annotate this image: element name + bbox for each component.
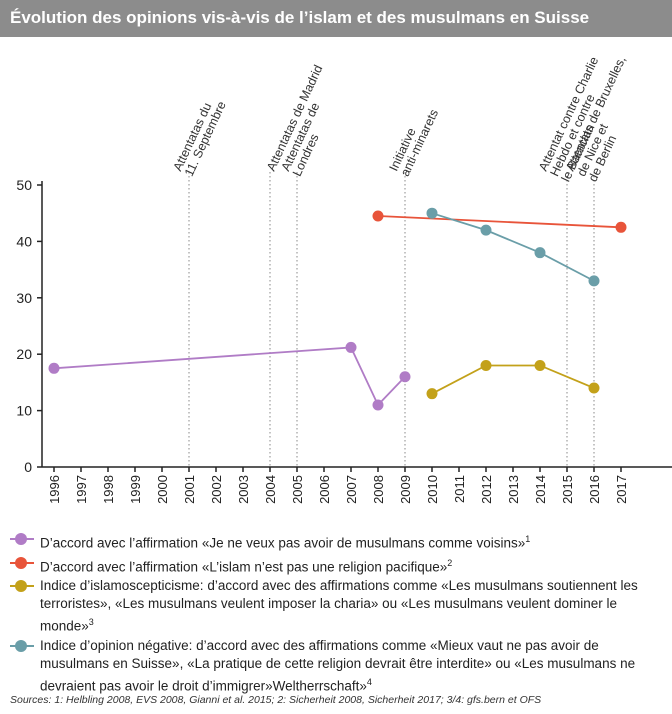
- y-tick-label: 40: [16, 233, 32, 249]
- x-tick-label: 1996: [47, 475, 62, 504]
- series-line-red: [377, 215, 622, 229]
- y-tick-label: 10: [16, 403, 32, 419]
- x-tick-label: 2016: [587, 475, 602, 504]
- legend-note: 3: [88, 617, 94, 627]
- legend-note: 1: [525, 534, 531, 544]
- data-point-purple: [399, 371, 411, 383]
- legend-item-voisins: D’accord avec l’affirmation «Je ne veux …: [10, 530, 665, 553]
- legend-dot-marker: [15, 533, 27, 545]
- series-line-teal: [431, 212, 595, 282]
- legend-item-islamoscepticisme: Indice d’islamoscepticisme: d’accord ave…: [10, 577, 665, 636]
- legend-text: D’accord avec l’affirmation «Je ne veux …: [40, 535, 526, 551]
- legend-dot-marker: [15, 580, 27, 592]
- data-point-purple: [48, 362, 60, 374]
- y-tick-label: 20: [16, 346, 32, 362]
- x-tick-label: 2003: [236, 475, 251, 504]
- x-tick-label: 2001: [182, 475, 197, 504]
- x-tick-label: 2017: [614, 475, 629, 504]
- y-tick-label: 30: [16, 290, 32, 306]
- event-label: Attentatas du11. Septembre: [171, 94, 229, 179]
- x-tick-label: 2014: [533, 475, 548, 504]
- data-point-red: [615, 221, 627, 233]
- legend-text: Indice d’opinion négative: d’accord avec…: [40, 637, 636, 694]
- x-tick-label: 2013: [506, 475, 521, 504]
- series-line-purple: [53, 346, 406, 407]
- sources-note: Sources: 1: Helbling 2008, EVS 2008, Gia…: [10, 694, 542, 706]
- data-point-olive: [588, 382, 600, 394]
- data-point-teal: [534, 247, 546, 259]
- legend-dot-marker: [15, 556, 27, 569]
- x-tick-label: 2010: [425, 475, 440, 504]
- data-point-teal: [426, 207, 438, 219]
- series-line-olive: [431, 364, 595, 395]
- x-tick-label: 2009: [398, 475, 413, 504]
- x-tick-label: 2005: [290, 475, 305, 504]
- data-point-olive: [426, 388, 438, 400]
- data-point-red: [372, 210, 384, 222]
- x-tick-label: 1999: [128, 475, 143, 504]
- y-tick-label: 0: [24, 459, 32, 475]
- title-bar: Évolution des opinions vis-à-vis de l’is…: [0, 0, 672, 37]
- event-label: Initiativeanti-minarets: [387, 102, 442, 179]
- legend-item-opinion-negative: Indice d’opinion négative: d’accord avec…: [10, 637, 665, 696]
- legend-dot-marker: [15, 639, 27, 652]
- x-tick-label: 2012: [479, 475, 494, 504]
- legend: D’accord avec l’affirmation «Je ne veux …: [10, 530, 665, 696]
- x-tick-label: 2011: [452, 475, 467, 503]
- x-tick-label: 2007: [344, 475, 359, 504]
- x-tick-label: 2015: [560, 475, 575, 504]
- legend-item-religion: D’accord avec l’affirmation «L’islam n’e…: [10, 554, 665, 577]
- legend-text: D’accord avec l’affirmation «L’islam n’e…: [40, 559, 448, 574]
- x-tick-label: 1998: [101, 475, 116, 504]
- legend-note: 2: [447, 557, 453, 568]
- x-tick-label: 2004: [263, 475, 278, 504]
- x-tick-label: 2008: [371, 475, 386, 504]
- legend-note: 4: [366, 676, 372, 687]
- data-point-olive: [534, 359, 546, 371]
- x-tick-label: 2006: [317, 475, 332, 504]
- data-point-teal: [588, 275, 600, 287]
- line-chart: 0 10 20 30 40 50 1996 1997 1998 1999 2000 2001 2002 2…: [16, 54, 672, 504]
- y-tick-label: 50: [16, 177, 32, 193]
- data-point-teal: [480, 224, 492, 236]
- chart-title: Évolution des opinions vis-à-vis de l’is…: [10, 8, 590, 27]
- data-point-purple: [372, 399, 384, 411]
- x-tick-label: 2002: [209, 475, 224, 504]
- data-point-purple: [345, 341, 357, 353]
- data-point-olive: [480, 359, 492, 371]
- x-tick-label: 1997: [74, 475, 89, 504]
- legend-text: Indice d’islamoscepticisme: d’accord ave…: [40, 578, 638, 634]
- x-tick-label: 2000: [155, 475, 170, 504]
